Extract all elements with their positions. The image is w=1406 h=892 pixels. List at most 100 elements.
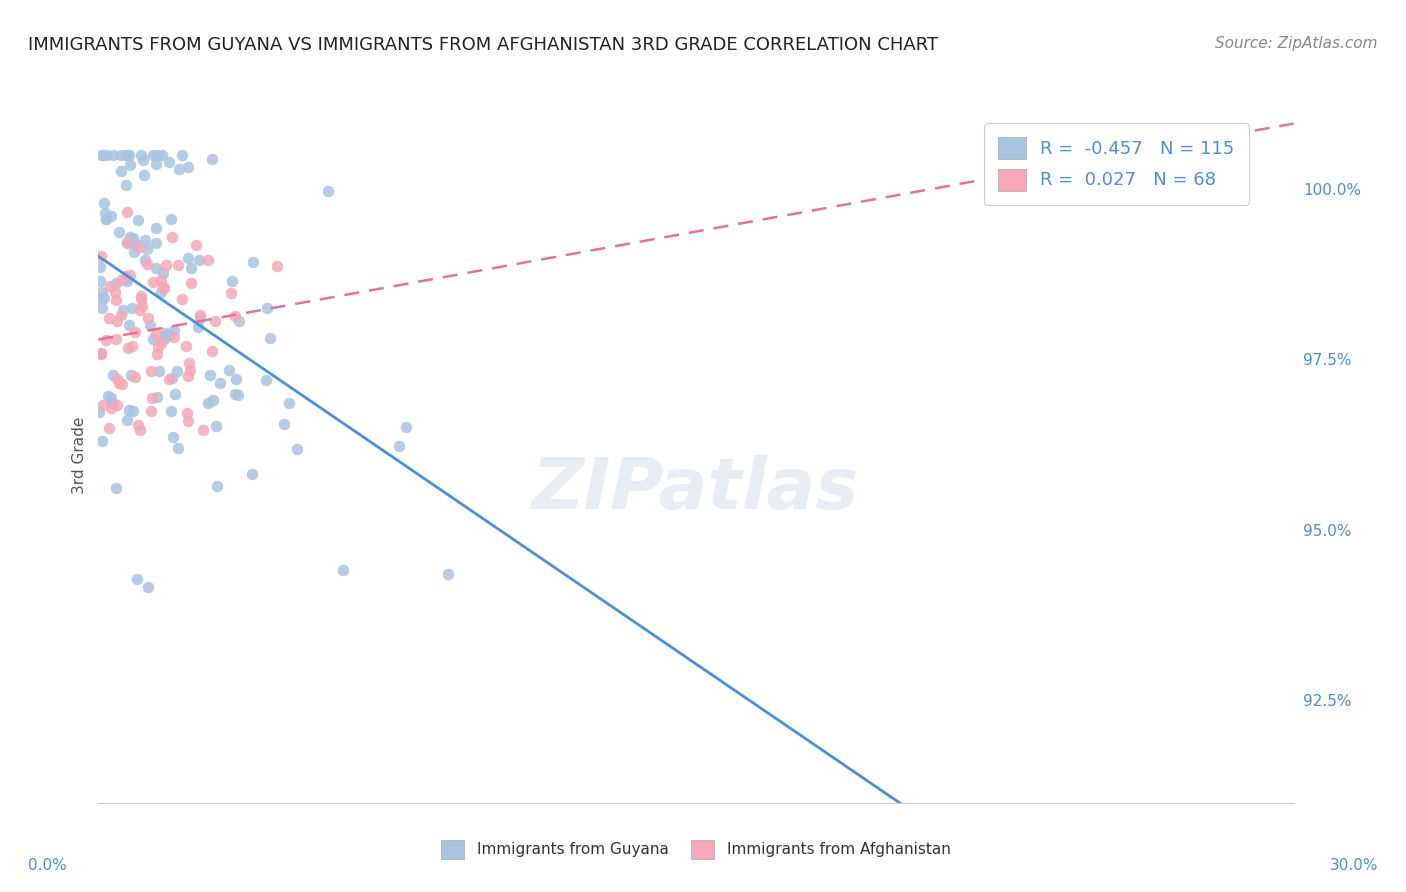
- Point: [256, 301, 278, 316]
- Point: [163, 323, 186, 337]
- Point: [176, 369, 198, 384]
- Point: [90, 148, 112, 162]
- Point: [146, 390, 169, 404]
- Point: [155, 258, 177, 272]
- Point: [94, 333, 117, 347]
- Point: [287, 442, 309, 456]
- Point: [118, 268, 141, 283]
- Point: [129, 303, 152, 318]
- Point: [96, 148, 118, 162]
- Point: [152, 280, 174, 294]
- Point: [118, 402, 141, 417]
- Point: [94, 206, 117, 220]
- Point: [187, 319, 209, 334]
- Point: [117, 341, 139, 355]
- Point: [110, 308, 132, 322]
- Point: [162, 430, 184, 444]
- Point: [160, 211, 183, 226]
- Point: [167, 161, 190, 176]
- Point: [122, 245, 145, 260]
- Point: [160, 371, 183, 385]
- Point: [332, 563, 354, 577]
- Point: [153, 332, 176, 346]
- Point: [121, 301, 143, 315]
- Point: [224, 309, 246, 323]
- Point: [205, 479, 228, 493]
- Point: [180, 276, 202, 290]
- Point: [97, 311, 120, 326]
- Point: [388, 439, 411, 453]
- Point: [157, 372, 180, 386]
- Point: [90, 291, 112, 305]
- Point: [152, 281, 174, 295]
- Point: [115, 268, 138, 283]
- Point: [159, 327, 181, 342]
- Point: [115, 178, 138, 192]
- Point: [204, 314, 226, 328]
- Point: [127, 213, 149, 227]
- Point: [136, 242, 159, 256]
- Point: [121, 368, 143, 383]
- Point: [134, 253, 156, 268]
- Point: [93, 195, 115, 210]
- Text: ZIPatlas: ZIPatlas: [533, 455, 859, 524]
- Point: [146, 340, 169, 354]
- Point: [176, 252, 198, 266]
- Point: [160, 230, 183, 244]
- Point: [118, 148, 141, 162]
- Point: [100, 209, 122, 223]
- Point: [150, 336, 173, 351]
- Point: [145, 221, 167, 235]
- Point: [136, 580, 159, 594]
- Point: [200, 368, 222, 382]
- Point: [201, 343, 224, 358]
- Point: [127, 417, 149, 432]
- Point: [91, 148, 114, 162]
- Point: [163, 330, 186, 344]
- Point: [121, 339, 143, 353]
- Point: [153, 326, 176, 340]
- Point: [115, 148, 138, 162]
- Point: [124, 237, 146, 252]
- Point: [111, 377, 134, 392]
- Point: [228, 314, 250, 328]
- Point: [115, 148, 138, 162]
- Point: [141, 363, 163, 377]
- Point: [318, 184, 340, 198]
- Point: [91, 434, 114, 448]
- Point: [139, 404, 162, 418]
- Point: [94, 212, 117, 227]
- Point: [117, 318, 139, 332]
- Point: [394, 420, 416, 434]
- Point: [172, 148, 194, 162]
- Point: [115, 235, 138, 250]
- Point: [104, 293, 127, 308]
- Point: [101, 148, 124, 162]
- Point: [166, 258, 188, 272]
- Point: [87, 405, 110, 419]
- Point: [101, 396, 124, 410]
- Point: [179, 363, 201, 377]
- Point: [107, 225, 129, 239]
- Point: [132, 169, 155, 183]
- Point: [124, 325, 146, 339]
- Point: [150, 148, 173, 162]
- Point: [221, 274, 243, 288]
- Point: [105, 398, 128, 412]
- Point: [167, 441, 190, 455]
- Point: [202, 392, 225, 407]
- Point: [97, 421, 120, 435]
- Point: [145, 157, 167, 171]
- Point: [136, 310, 159, 325]
- Point: [139, 318, 162, 333]
- Text: Source: ZipAtlas.com: Source: ZipAtlas.com: [1215, 36, 1378, 51]
- Point: [105, 332, 128, 346]
- Point: [146, 347, 169, 361]
- Point: [278, 395, 301, 409]
- Point: [205, 418, 228, 433]
- Point: [90, 285, 112, 300]
- Point: [188, 308, 211, 322]
- Point: [152, 266, 174, 280]
- Point: [101, 368, 124, 383]
- Point: [90, 249, 112, 263]
